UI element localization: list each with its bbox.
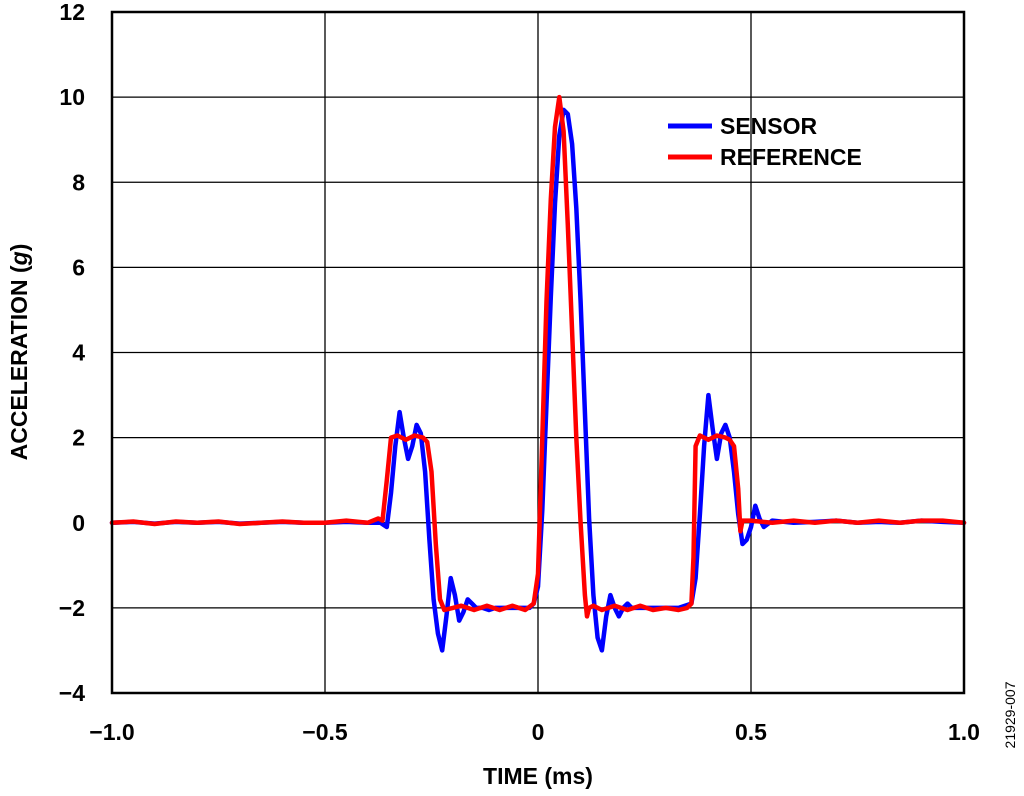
legend-label-reference: REFERENCE — [720, 144, 862, 170]
x-tick-label: 0 — [532, 719, 545, 745]
series-line-sensor — [109, 107, 967, 653]
legend: SENSOR REFERENCE — [668, 113, 862, 170]
x-tick-label: −0.5 — [302, 719, 348, 745]
x-tick-label: 0.5 — [735, 719, 767, 745]
y-tick-label: 6 — [72, 254, 85, 280]
y-tick-label: 12 — [59, 0, 85, 25]
x-tick-labels: −1.0 −0.5 0 0.5 1.0 — [89, 719, 980, 745]
x-axis-title: TIME (ms) — [483, 763, 593, 789]
y-tick-label: 10 — [59, 84, 85, 110]
y-axis-title: ACCELERATION (g) — [6, 244, 32, 461]
y-tick-label: 2 — [72, 425, 85, 451]
x-tick-label: 1.0 — [948, 719, 980, 745]
plot-area-frame — [110, 10, 966, 695]
series-line-reference — [109, 94, 967, 619]
y-tick-label: 8 — [72, 169, 85, 195]
y-tick-label: −2 — [59, 595, 85, 621]
y-tick-labels: −4 −2 0 2 4 6 8 10 12 — [59, 0, 85, 706]
y-tick-label: 4 — [72, 340, 85, 366]
x-tick-label: −1.0 — [89, 719, 134, 745]
series-layer — [109, 94, 967, 653]
y-tick-label: −4 — [59, 680, 85, 706]
legend-label-sensor: SENSOR — [720, 113, 818, 139]
y-tick-label: 0 — [72, 510, 85, 536]
figure-id: 21929-007 — [1002, 681, 1018, 748]
